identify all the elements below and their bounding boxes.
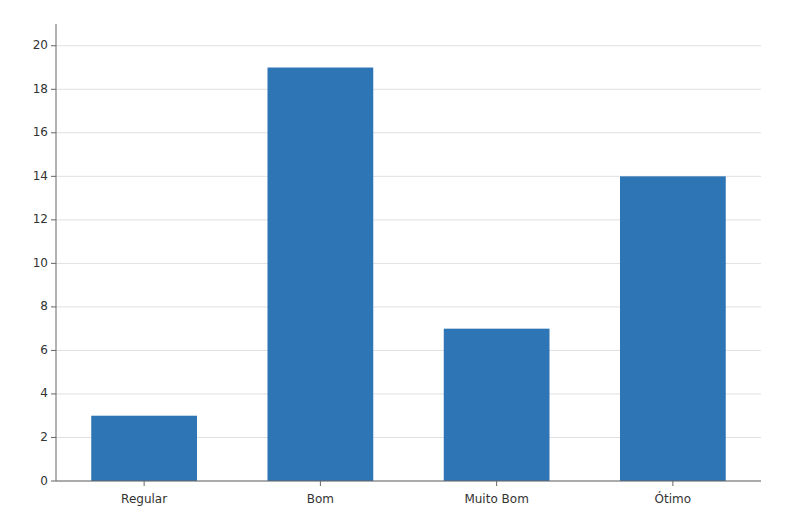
y-tick	[51, 176, 56, 177]
x-tick-label: Ótimo	[655, 491, 692, 506]
x-axis-group: Regular Bom Muito Bom Ótimo	[121, 481, 691, 506]
bar	[91, 416, 197, 481]
bar	[444, 329, 550, 481]
y-tick	[51, 132, 56, 133]
x-tick	[320, 481, 321, 486]
y-tick-label: 4	[40, 386, 48, 400]
x-tick	[496, 481, 497, 486]
y-tick-label: 18	[33, 82, 48, 96]
grid-line	[56, 45, 761, 46]
y-tick-label: 6	[40, 343, 48, 357]
bars	[91, 68, 726, 481]
y-tick-label: 16	[33, 125, 48, 139]
bar	[268, 68, 374, 481]
y-tick-label: 20	[33, 38, 48, 52]
y-axis-line	[56, 24, 57, 481]
y-tick-label: 10	[33, 256, 48, 270]
y-tick	[51, 306, 56, 307]
y-tick	[51, 437, 56, 438]
y-tick-label: 2	[40, 430, 48, 444]
y-tick-label: 0	[40, 474, 48, 488]
y-tick	[51, 45, 56, 46]
grid-line	[56, 132, 761, 133]
bar	[620, 176, 726, 481]
x-tick-label: Regular	[121, 492, 167, 506]
chart: 0 2 4 6 8 10 12 14 16 18 20 Regular Bom Muito Bom Ótim…	[0, 0, 785, 529]
grid-line	[56, 89, 761, 90]
y-tick	[51, 89, 56, 90]
x-axis-line	[56, 481, 761, 482]
y-tick	[51, 393, 56, 394]
y-tick-label: 12	[33, 212, 48, 226]
y-tick	[51, 481, 56, 482]
y-tick-label: 8	[40, 299, 48, 313]
x-tick	[144, 481, 145, 486]
y-tick	[51, 263, 56, 264]
y-axis-group: 0 2 4 6 8 10 12 14 16 18 20	[33, 38, 761, 487]
chart-container: 0 2 4 6 8 10 12 14 16 18 20 Regular Bom Muito Bom Ótim…	[0, 0, 785, 529]
x-tick-label: Muito Bom	[464, 492, 528, 506]
x-tick	[672, 481, 673, 486]
grid-line	[56, 481, 761, 482]
y-tick-label: 14	[33, 169, 48, 183]
y-tick	[51, 350, 56, 351]
y-tick	[51, 219, 56, 220]
x-tick-label: Bom	[307, 492, 334, 506]
